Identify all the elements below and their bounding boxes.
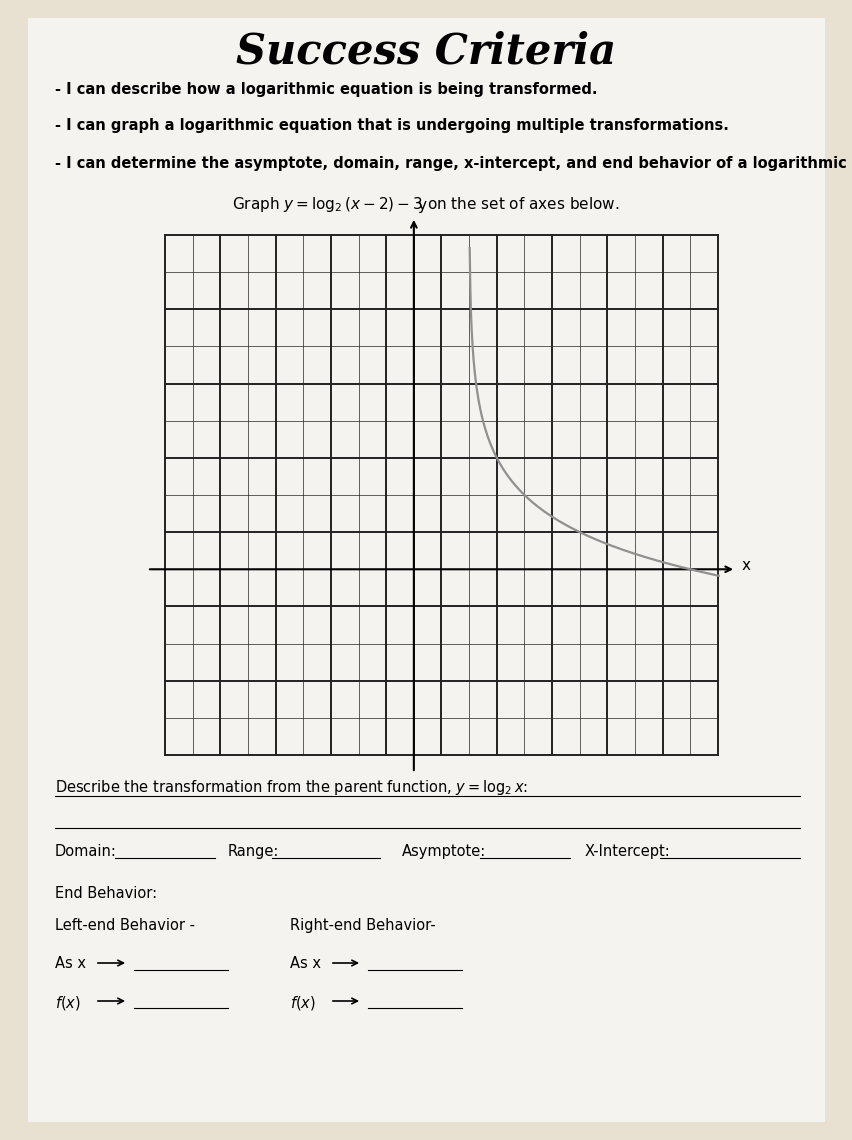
Text: Graph $y = \log_2(x - 2) - 3$ on the set of axes below.: Graph $y = \log_2(x - 2) - 3$ on the set… <box>232 195 619 214</box>
Text: - I can determine the asymptote, domain, range, x-intercept, and end behavior of: - I can determine the asymptote, domain,… <box>55 156 852 171</box>
Text: As x: As x <box>55 956 86 971</box>
Text: Asymptote:: Asymptote: <box>401 844 486 860</box>
Text: Domain:: Domain: <box>55 844 117 860</box>
Text: Left-end Behavior -: Left-end Behavior - <box>55 918 195 933</box>
Text: $f(x)$: $f(x)$ <box>55 994 81 1012</box>
Text: $f(x)$: $f(x)$ <box>290 994 315 1012</box>
Text: Describe the transformation from the parent function, $y = \log_2 x$:: Describe the transformation from the par… <box>55 777 527 797</box>
Text: Right-end Behavior-: Right-end Behavior- <box>290 918 435 933</box>
Text: - I can describe how a logarithmic equation is being transformed.: - I can describe how a logarithmic equat… <box>55 82 596 97</box>
Text: Success Criteria: Success Criteria <box>236 30 615 72</box>
Text: As x: As x <box>290 956 320 971</box>
Text: y: y <box>417 198 426 213</box>
Text: - I can graph a logarithmic equation that is undergoing multiple transformations: - I can graph a logarithmic equation tha… <box>55 119 728 133</box>
Text: X-Intercept:: X-Intercept: <box>584 844 670 860</box>
Text: x: x <box>741 557 750 572</box>
Text: Range:: Range: <box>227 844 279 860</box>
Text: End Behavior:: End Behavior: <box>55 886 157 901</box>
FancyBboxPatch shape <box>28 18 824 1122</box>
